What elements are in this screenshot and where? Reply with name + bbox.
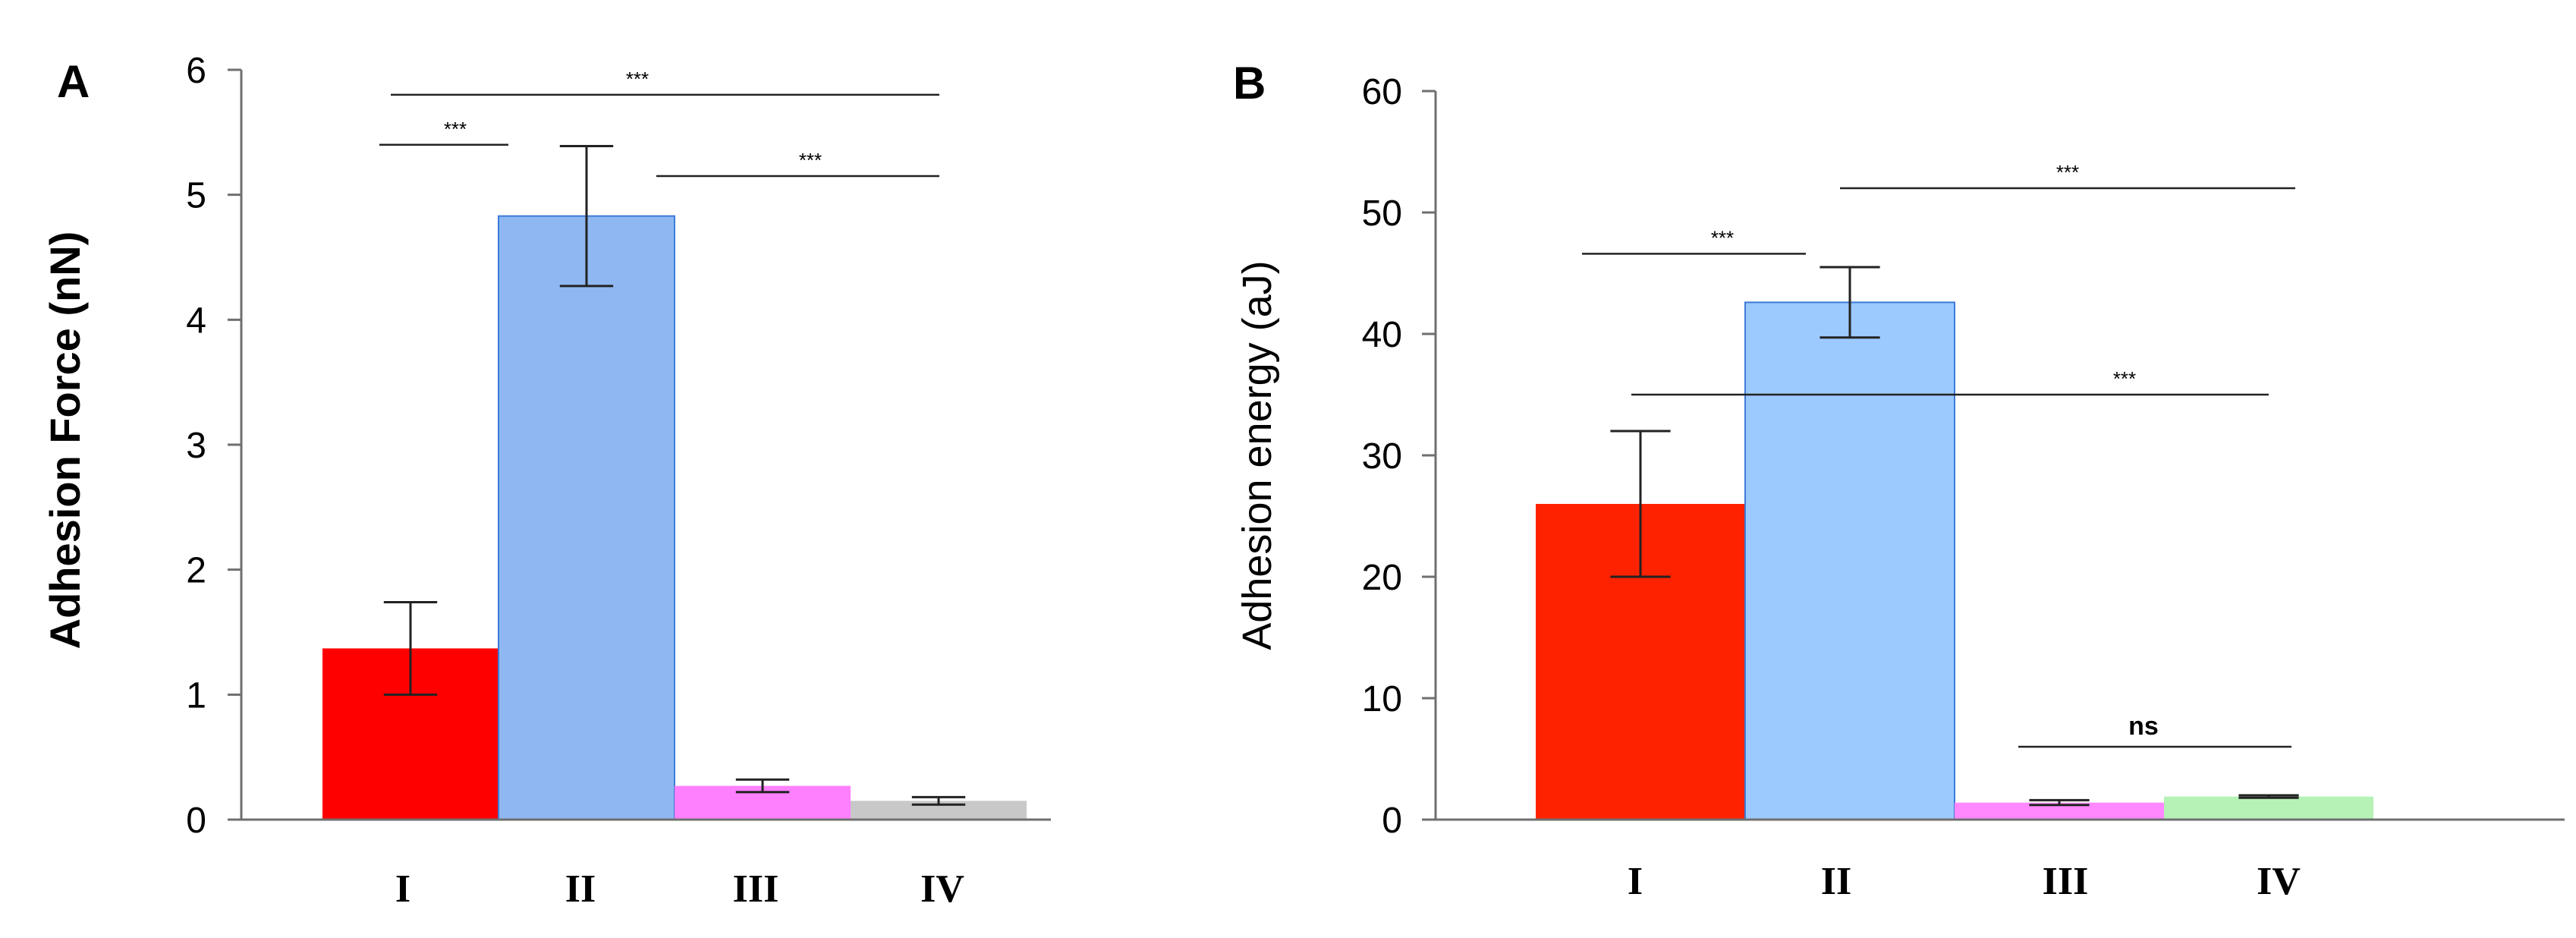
category-label-IV: IV	[2257, 860, 2301, 903]
y-tick-label: 0	[186, 801, 206, 841]
significance-I-IV: ***	[1631, 367, 2269, 396]
bar-III	[1955, 802, 2164, 820]
error-bar-II	[559, 144, 614, 288]
error-bar-I	[383, 600, 438, 696]
significance-III-IV: ns	[2018, 712, 2291, 748]
category-label-IV: IV	[920, 867, 964, 911]
y-tick-label: 50	[1362, 194, 1402, 234]
y-tick-label: 3	[186, 426, 206, 466]
error-bar-IV	[2238, 794, 2299, 799]
y-tick-label: 6	[186, 51, 206, 91]
y-tick-label: 4	[186, 301, 206, 341]
panel-letter: A	[57, 56, 90, 107]
significance-label: ns	[2128, 712, 2159, 741]
significance-label: ***	[626, 68, 649, 90]
significance-label: ***	[2056, 161, 2079, 184]
y-tick-label: 1	[186, 675, 206, 716]
category-label-I: I	[395, 867, 410, 911]
significance-I-IV: ***	[391, 68, 939, 96]
y-tick-label: 0	[1382, 801, 1402, 841]
y-tick-label: 40	[1362, 315, 1402, 355]
y-axis-label: Adhesion Force (nN)	[41, 231, 89, 650]
y-tick-label: 10	[1362, 679, 1402, 719]
significance-II-IV: ***	[656, 149, 939, 178]
bar-II	[498, 215, 675, 821]
y-axis-label: Adhesion energy (aJ)	[1235, 260, 1280, 650]
significance-label: ***	[1711, 226, 1734, 249]
category-label-I: I	[1628, 860, 1643, 903]
significance-I-II: ***	[379, 118, 508, 146]
bar-II	[1744, 301, 1955, 820]
significance-II-IV: ***	[1840, 161, 2295, 190]
y-tick-label: 60	[1362, 72, 1402, 112]
error-bar-II	[1820, 266, 1880, 339]
significance-label: ***	[444, 118, 467, 140]
error-bar-III	[735, 778, 790, 794]
bar-IV	[2164, 796, 2373, 820]
significance-label: ***	[799, 149, 822, 172]
significance-label: ***	[2113, 367, 2136, 390]
significance-I-II: ***	[1582, 226, 1806, 255]
y-tick-label: 5	[186, 176, 206, 216]
category-label-II: II	[1821, 860, 1851, 903]
category-label-II: II	[565, 867, 596, 911]
category-label-III: III	[2043, 860, 2089, 903]
error-bar-IV	[911, 795, 966, 806]
category-label-III: III	[733, 867, 779, 911]
error-bar-I	[1610, 430, 1671, 578]
y-tick-label: 2	[186, 551, 206, 591]
panel-letter: B	[1233, 58, 1266, 109]
y-tick-label: 20	[1362, 558, 1402, 598]
error-bar-III	[2029, 798, 2090, 807]
y-tick-label: 30	[1362, 436, 1402, 477]
